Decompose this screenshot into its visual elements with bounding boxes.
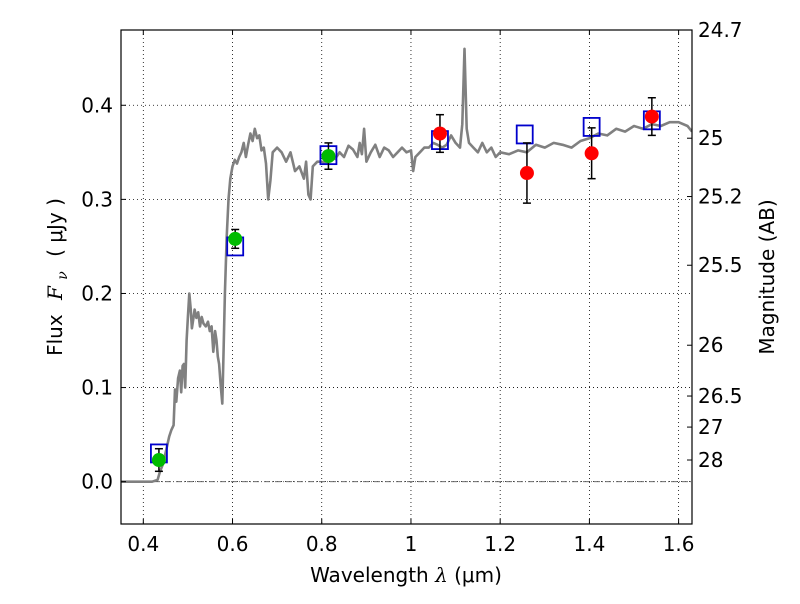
data-layer (121, 47, 692, 483)
observed-point (644, 109, 659, 124)
observed-point (584, 146, 599, 161)
grid-layer (121, 30, 692, 524)
magnitude-tick-label: 26.5 (698, 384, 743, 408)
x-tick-label: 1.6 (663, 532, 695, 556)
observed-point (432, 126, 447, 141)
right-axis-label: Magnitude (AB) (755, 199, 779, 354)
sed-model-line (121, 47, 692, 483)
magnitude-tick-label: 27 (698, 415, 723, 439)
y-tick-label: 0.4 (81, 93, 113, 117)
magnitude-tick-label: 25.5 (698, 253, 743, 277)
y-axis-label: Flux F ν ( μJy ) (43, 198, 72, 356)
x-tick-label: 1 (405, 532, 418, 556)
y-tick-label: 0.1 (81, 376, 113, 400)
x-tick-label: 0.4 (127, 532, 159, 556)
x-axis-label: Wavelength λ (μm) (310, 563, 502, 587)
x-axis-label-symbol: λ (434, 563, 448, 587)
observed-point (151, 453, 166, 468)
y-tick-label: 0.2 (81, 281, 113, 305)
observed-point (228, 231, 243, 246)
y-tick-label: 0.3 (81, 187, 113, 211)
y-axis-label-unit: ( μJy ) (43, 198, 67, 257)
magnitude-tick-label: 26 (698, 333, 723, 357)
ticks-layer: 0.4 0.6 0.8 1 1.2 1.4 1.6 0.0 0.1 0.2 0.3 0.4 24.7 25… (81, 18, 742, 556)
x-axis-label-text: Wavelength (310, 563, 429, 587)
plot-frame (120, 29, 693, 525)
y-axis-label-symbol: F (43, 285, 67, 301)
x-tick-label: 0.8 (306, 532, 338, 556)
x-axis-label-unit: (μm) (454, 563, 502, 587)
y-axis-label-text: Flux (43, 314, 67, 356)
observed-point (321, 149, 336, 164)
x-tick-label: 1.2 (484, 532, 516, 556)
y-axis-label-subscript: ν (55, 271, 71, 280)
magnitude-tick-label: 28 (698, 448, 723, 472)
x-tick-label: 1.4 (573, 532, 605, 556)
magnitude-tick-label: 25 (698, 126, 723, 150)
model-band-square (515, 124, 534, 145)
magnitude-tick-label: 24.7 (698, 18, 743, 42)
x-tick-label: 0.6 (217, 532, 249, 556)
magnitude-tick-label: 25.2 (698, 185, 743, 209)
y-tick-label: 0.0 (81, 470, 113, 494)
observed-point (519, 166, 534, 181)
